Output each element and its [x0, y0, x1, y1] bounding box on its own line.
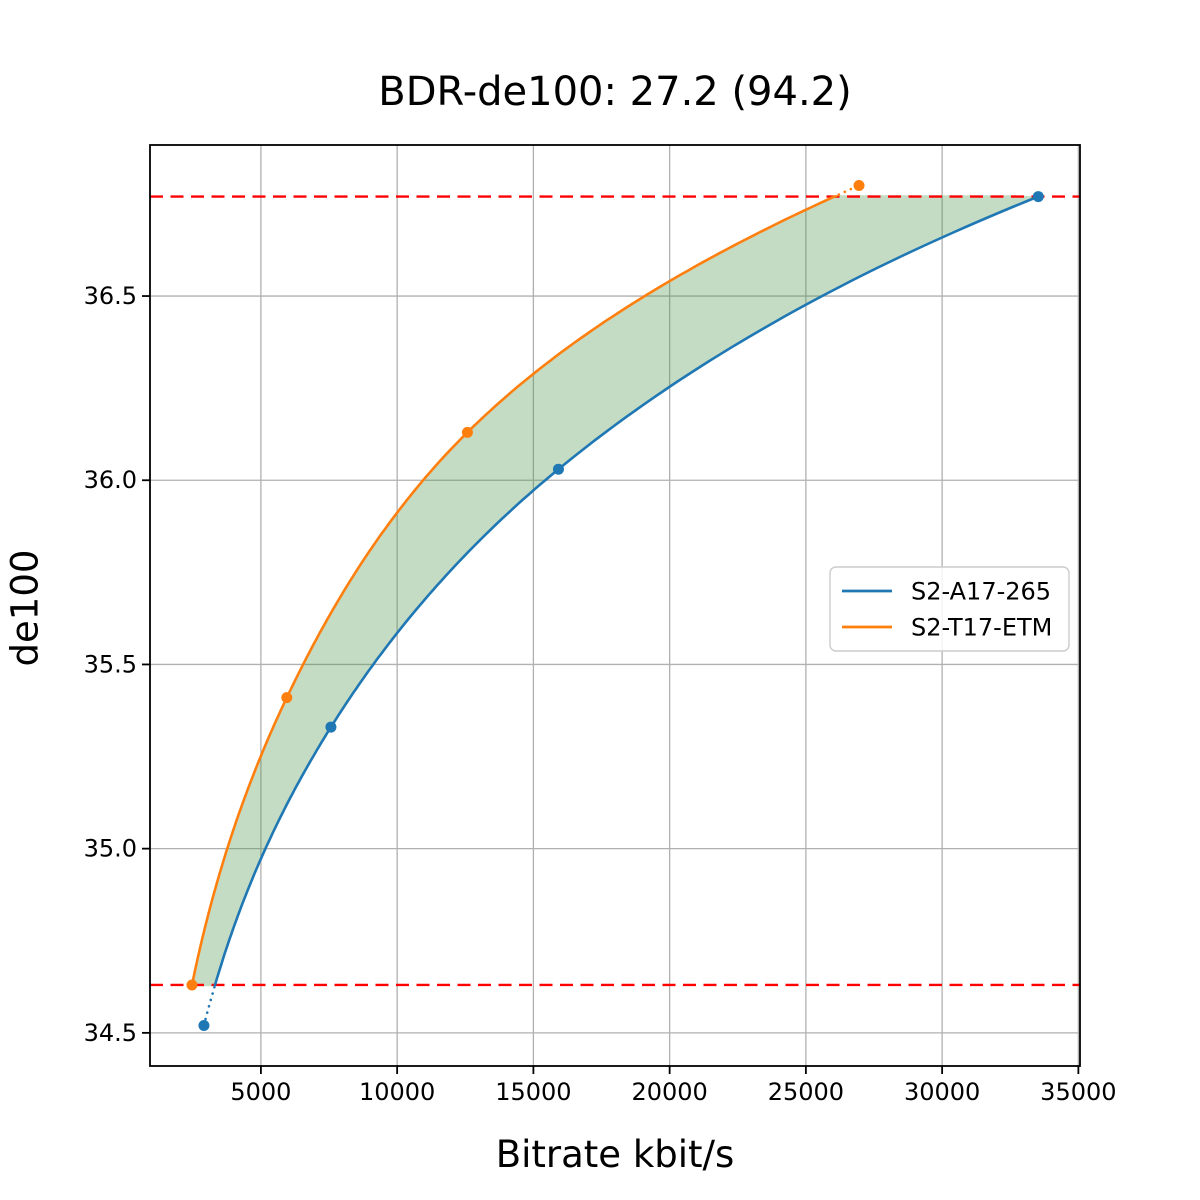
data-point-S2-A17-265 — [325, 721, 337, 733]
data-point-S2-A17-265 — [198, 1019, 210, 1031]
legend-item-S2-T17-ETM: S2-T17-ETM — [842, 614, 1052, 642]
legend-item-S2-A17-265: S2-A17-265 — [842, 578, 1051, 606]
x-tick-label: 20000 — [631, 1078, 707, 1106]
x-tick-label: 35000 — [1040, 1078, 1116, 1106]
y-axis-label: de100 — [3, 549, 47, 667]
y-tick-label: 35.5 — [84, 650, 137, 678]
chart-title: BDR-de100: 27.2 (94.2) — [378, 69, 852, 115]
x-tick-label: 15000 — [495, 1078, 571, 1106]
axes-spines — [149, 144, 1081, 1067]
tick-group: 5000 10000 15000 20000 25000 30000 35000 34.5 35… — [84, 282, 1117, 1106]
data-point-S2-T17-ETM — [281, 692, 293, 704]
bd-shade-region — [192, 195, 1039, 987]
data-point-S2-T17-ETM — [461, 426, 473, 438]
y-tick-label: 34.5 — [84, 1019, 137, 1047]
series-curve-S2-A17-265 — [213, 195, 1039, 987]
data-point-S2-T17-ETM — [853, 180, 865, 192]
x-tick-label: 30000 — [904, 1078, 980, 1106]
x-tick-label: 25000 — [768, 1078, 844, 1106]
x-tick-label: 10000 — [359, 1078, 435, 1106]
y-tick-label: 36.5 — [84, 282, 137, 310]
legend-label: S2-T17-ETM — [911, 614, 1052, 642]
data-point-S2-T17-ETM — [186, 979, 198, 991]
data-point-S2-A17-265 — [552, 463, 564, 475]
x-tick-label: 5000 — [230, 1078, 291, 1106]
legend-box — [829, 566, 1070, 652]
legend-label: S2-A17-265 — [911, 578, 1051, 606]
data-point-S2-A17-265 — [1032, 191, 1044, 203]
y-tick-label: 36.0 — [84, 466, 137, 494]
x-axis-label: Bitrate kbit/s — [495, 1133, 735, 1176]
series-curve-S2-T17-ETM — [190, 195, 841, 986]
legend: S2-A17-265 S2-T17-ETM — [829, 566, 1070, 652]
y-tick-label: 35.0 — [84, 835, 137, 863]
